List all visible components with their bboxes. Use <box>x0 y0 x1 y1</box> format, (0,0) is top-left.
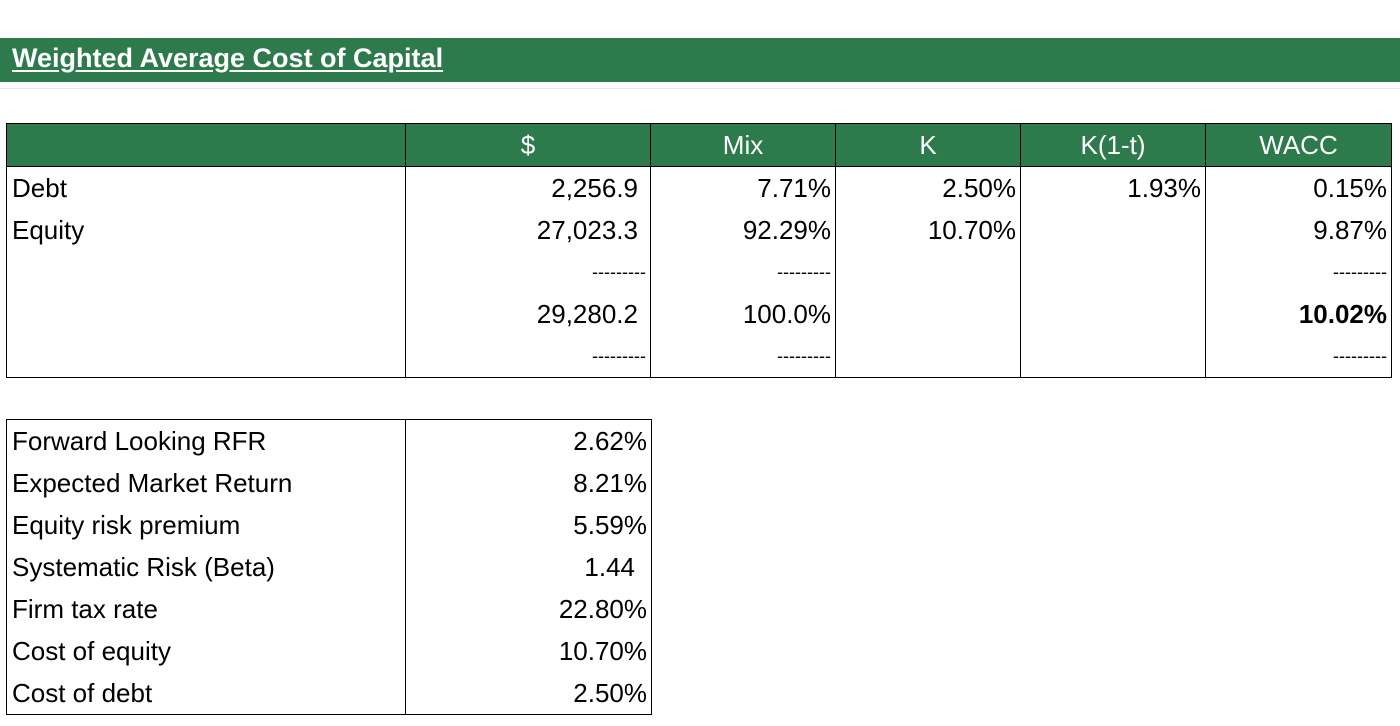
cell-k: 10.70% <box>835 209 1021 251</box>
cell-k-after-tax <box>1020 209 1206 251</box>
row-label: Equity <box>12 215 85 245</box>
input-row-beta: Systematic Risk (Beta) 1.44 <box>7 546 652 588</box>
separator-row-bottom: --------- --------- --------- <box>7 335 1392 378</box>
empty-cell <box>1020 293 1206 335</box>
title-bar: Weighted Average Cost of Capital <box>0 38 1400 82</box>
input-row-market-return: Expected Market Return 8.21% <box>7 462 652 504</box>
input-value: 8.21% <box>405 462 652 504</box>
separator-mix: --------- <box>650 251 836 293</box>
separator-dollar: --------- <box>405 251 651 293</box>
separator-wacc: --------- <box>1205 251 1392 293</box>
separator-mix: --------- <box>650 335 836 378</box>
cell-dollar: 27,023.3 <box>405 209 651 251</box>
input-label: Cost of debt <box>12 678 153 708</box>
input-label: Forward Looking RFR <box>12 426 267 456</box>
input-value: 2.62% <box>405 419 652 462</box>
empty-cell <box>1020 335 1206 378</box>
table-row-total: 29,280.2 100.0% 10.02% <box>7 293 1392 335</box>
header-label <box>6 123 406 167</box>
cell-k: 2.50% <box>835 166 1021 209</box>
separator-row-top: --------- --------- --------- <box>7 251 1392 293</box>
input-value: 2.50% <box>405 672 652 715</box>
cell-mix: 92.29% <box>650 209 836 251</box>
input-row-cost-of-equity: Cost of equity 10.70% <box>7 630 652 672</box>
input-row-cost-of-debt: Cost of debt 2.50% <box>7 672 652 715</box>
header-mix: Mix <box>650 123 836 167</box>
input-value: 22.80% <box>405 588 652 630</box>
input-label: Equity risk premium <box>12 510 241 540</box>
cell-dollar: 2,256.9 <box>405 166 651 209</box>
cell-mix: 7.71% <box>650 166 836 209</box>
wacc-table: $ Mix K K(1-t) WACC Debt 2,256.9 7.71% 2… <box>6 123 1392 378</box>
table-row-equity: Equity 27,023.3 92.29% 10.70% 9.87% <box>7 209 1392 251</box>
table-row-debt: Debt 2,256.9 7.71% 2.50% 1.93% 0.15% <box>7 166 1392 209</box>
input-row-rfr: Forward Looking RFR 2.62% <box>7 419 652 462</box>
input-label: Cost of equity <box>12 636 171 666</box>
input-row-tax-rate: Firm tax rate 22.80% <box>7 588 652 630</box>
input-value: 5.59% <box>405 504 652 546</box>
row-label <box>7 251 406 293</box>
sheet-title: Weighted Average Cost of Capital <box>12 43 444 73</box>
input-label: Expected Market Return <box>12 468 293 498</box>
total-wacc: 10.02% <box>1205 293 1392 335</box>
input-label: Firm tax rate <box>12 594 158 624</box>
divider <box>0 88 1400 89</box>
empty-cell <box>835 293 1021 335</box>
row-label: Debt <box>12 173 67 203</box>
total-mix: 100.0% <box>650 293 836 335</box>
cell-wacc: 0.15% <box>1205 166 1392 209</box>
cell-wacc: 9.87% <box>1205 209 1392 251</box>
row-label <box>7 293 406 335</box>
input-label: Systematic Risk (Beta) <box>12 552 275 582</box>
input-value: 1.44 <box>405 546 652 588</box>
total-dollar: 29,280.2 <box>405 293 651 335</box>
header-k: K <box>835 123 1021 167</box>
wacc-header-row: $ Mix K K(1-t) WACC <box>6 123 1392 167</box>
cell-k-after-tax: 1.93% <box>1020 166 1206 209</box>
header-wacc: WACC <box>1205 123 1392 167</box>
separator-dollar: --------- <box>405 335 651 378</box>
empty-cell <box>835 251 1021 293</box>
separator-wacc: --------- <box>1205 335 1392 378</box>
header-dollar: $ <box>405 123 651 167</box>
header-k-after-tax: K(1-t) <box>1020 123 1206 167</box>
row-label <box>7 335 406 378</box>
input-row-equity-risk-premium: Equity risk premium 5.59% <box>7 504 652 546</box>
empty-cell <box>1020 251 1206 293</box>
inputs-table: Forward Looking RFR 2.62% Expected Marke… <box>6 419 652 715</box>
input-value: 10.70% <box>405 630 652 672</box>
empty-cell <box>835 335 1021 378</box>
